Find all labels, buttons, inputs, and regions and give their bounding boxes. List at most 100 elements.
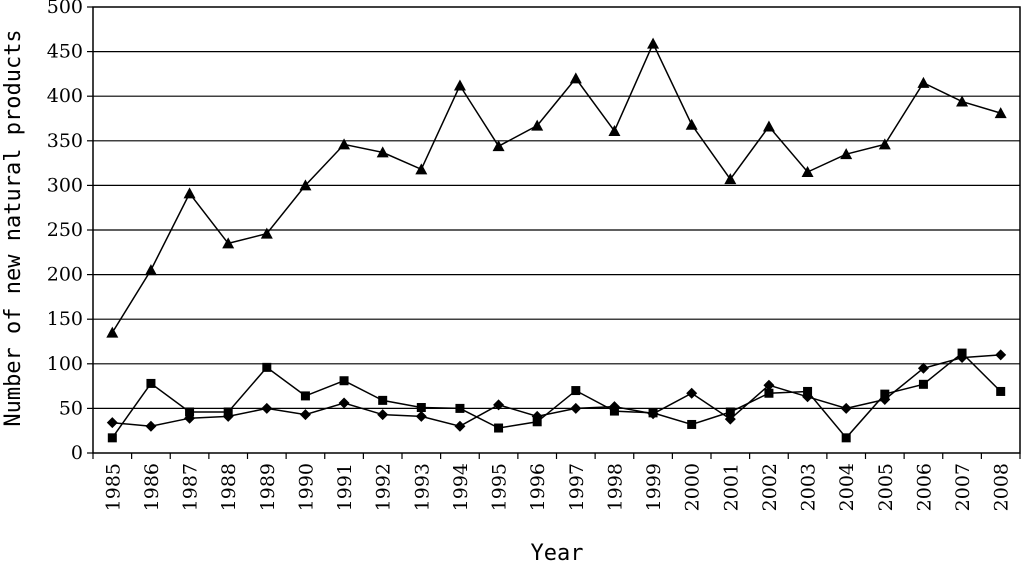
gridlines xyxy=(93,50,1020,409)
data-point-square xyxy=(416,403,426,413)
data-point-diamond xyxy=(956,352,968,364)
data-point-triangle xyxy=(106,326,119,338)
data-point-diamond xyxy=(763,379,775,391)
series-diamond xyxy=(106,349,1007,432)
data-point-triangle xyxy=(260,227,273,239)
series-square xyxy=(107,348,1006,443)
data-point-diamond xyxy=(299,409,311,421)
data-point-diamond xyxy=(570,402,582,414)
data-point-square xyxy=(687,419,697,429)
data-point-triangle xyxy=(685,118,698,130)
data-point-triangle xyxy=(492,140,505,152)
x-tick-label: 1986 xyxy=(141,463,163,511)
y-tick-label: 150 xyxy=(47,308,83,330)
data-point-diamond xyxy=(106,417,118,429)
data-point-diamond xyxy=(493,399,505,411)
data-point-diamond xyxy=(686,387,698,399)
data-point-diamond xyxy=(415,410,427,422)
x-tick-label: 1988 xyxy=(218,463,240,511)
data-point-diamond xyxy=(608,401,620,413)
data-point-triangle xyxy=(917,76,930,88)
data-point-square xyxy=(262,362,272,372)
data-point-square xyxy=(378,395,388,405)
y-tick-label: 100 xyxy=(47,353,83,375)
data-point-triangle xyxy=(724,173,737,185)
data-point-square xyxy=(996,386,1006,396)
x-tick-label: 1999 xyxy=(643,463,665,511)
y-tick-label: 200 xyxy=(47,264,83,286)
x-tick-label: 2003 xyxy=(798,463,820,511)
data-point-diamond xyxy=(840,402,852,414)
data-point-triangle xyxy=(994,107,1007,119)
data-point-triangle xyxy=(840,148,853,160)
data-point-diamond xyxy=(454,420,466,432)
data-point-triangle xyxy=(338,138,351,150)
x-tick-label: 1992 xyxy=(373,463,395,511)
x-tick-label: 2006 xyxy=(913,463,935,511)
x-tick-label: 1995 xyxy=(489,463,511,511)
data-point-triangle xyxy=(299,179,312,191)
data-point-square xyxy=(455,403,465,413)
x-axis-title: Year xyxy=(531,541,584,566)
series-group xyxy=(106,37,1007,443)
x-tick-label: 1987 xyxy=(180,463,202,511)
data-point-diamond xyxy=(879,393,891,405)
data-point-square xyxy=(571,386,581,396)
y-tick-label: 0 xyxy=(71,442,83,464)
x-tick-label: 1998 xyxy=(604,463,626,511)
x-tick-label: 1993 xyxy=(411,463,433,511)
data-point-diamond xyxy=(917,362,929,374)
x-tick-label: 1990 xyxy=(295,463,317,511)
data-point-triangle xyxy=(878,138,891,150)
data-point-square xyxy=(494,423,504,433)
x-tick-label: 1985 xyxy=(102,463,124,511)
y-tick-label: 50 xyxy=(59,397,83,419)
x-tick-label: 2001 xyxy=(720,463,742,511)
data-point-diamond xyxy=(184,412,196,424)
data-point-triangle xyxy=(569,72,582,84)
data-point-diamond xyxy=(338,397,350,409)
data-point-triangle xyxy=(376,146,389,158)
data-point-diamond xyxy=(647,408,659,420)
series-line xyxy=(112,354,1001,427)
data-point-square xyxy=(185,407,195,417)
data-point-square xyxy=(300,391,310,401)
data-point-square xyxy=(339,376,349,386)
data-point-triangle xyxy=(222,237,235,249)
y-tick-label: 400 xyxy=(47,85,83,107)
data-point-diamond xyxy=(802,391,814,403)
data-point-triangle xyxy=(762,120,775,132)
data-point-square xyxy=(841,433,851,443)
data-point-triangle xyxy=(144,264,157,276)
x-tick-label: 1989 xyxy=(257,463,279,511)
data-point-square xyxy=(725,407,735,417)
data-point-triangle xyxy=(531,119,544,131)
x-tick-label: 2008 xyxy=(991,463,1013,511)
data-point-diamond xyxy=(724,413,736,425)
data-point-triangle xyxy=(453,79,466,91)
x-tick-label: 2000 xyxy=(682,463,704,511)
data-point-triangle xyxy=(801,166,814,178)
y-tick-labels: 0 50 100 150 200 250 300 350 400 450 500 xyxy=(47,0,93,464)
y-tick-label: 450 xyxy=(47,41,83,63)
data-point-square xyxy=(146,378,156,388)
data-point-diamond xyxy=(261,402,273,414)
data-point-square xyxy=(107,433,117,443)
y-tick-label: 500 xyxy=(47,0,83,18)
x-tick-label: 1991 xyxy=(334,463,356,511)
data-point-diamond xyxy=(222,410,234,422)
series-triangle xyxy=(106,37,1007,338)
data-point-triangle xyxy=(415,163,428,175)
x-tick-label: 1994 xyxy=(450,463,472,511)
data-point-triangle xyxy=(647,37,660,49)
y-tick-label: 350 xyxy=(47,130,83,152)
data-point-square xyxy=(918,379,928,389)
data-point-diamond xyxy=(145,420,157,432)
x-tick-label: 2002 xyxy=(759,463,781,511)
data-point-triangle xyxy=(608,124,621,136)
x-tick-label: 1997 xyxy=(566,463,588,511)
x-tick-label: 2005 xyxy=(875,463,897,511)
x-tick-label: 2007 xyxy=(952,463,974,511)
data-point-square xyxy=(764,388,774,398)
